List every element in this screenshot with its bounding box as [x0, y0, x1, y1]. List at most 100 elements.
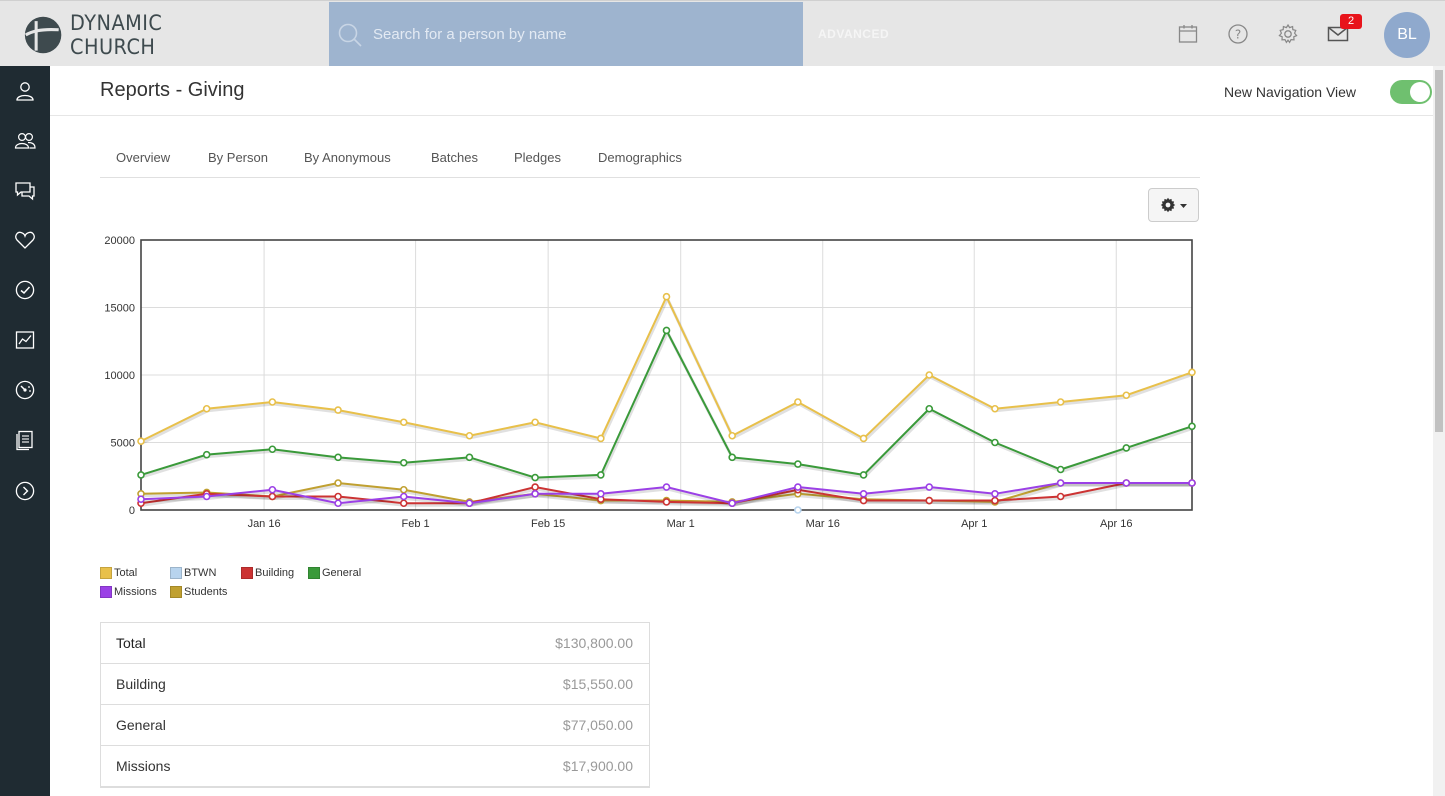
- data-point-students[interactable]: [399, 485, 408, 494]
- help-icon[interactable]: ?: [1227, 23, 1249, 45]
- data-point-general[interactable]: [728, 453, 736, 462]
- data-point-building[interactable]: [859, 496, 868, 505]
- person-search[interactable]: [329, 2, 803, 67]
- tab-pledges[interactable]: Pledges: [514, 150, 561, 165]
- data-point-total[interactable]: [465, 431, 474, 440]
- data-point-building[interactable]: [925, 496, 934, 505]
- calendar-icon[interactable]: [1177, 23, 1199, 45]
- data-point-total[interactable]: [991, 404, 999, 413]
- page-scrollbar[interactable]: [1433, 66, 1445, 796]
- search-input[interactable]: [373, 26, 773, 43]
- church-logo[interactable]: DYNAMIC CHURCH: [24, 11, 244, 59]
- dashboard-gauge-icon[interactable]: [14, 379, 36, 401]
- data-point-total[interactable]: [531, 418, 539, 427]
- data-point-total[interactable]: [728, 431, 736, 440]
- data-point-total[interactable]: [399, 418, 408, 427]
- tab-demographics[interactable]: Demographics: [598, 150, 682, 165]
- data-point-building[interactable]: [662, 498, 671, 506]
- data-point-building[interactable]: [991, 496, 999, 505]
- data-point-missions[interactable]: [728, 499, 736, 508]
- data-point-missions[interactable]: [662, 483, 671, 491]
- checkmark-circle-icon[interactable]: [14, 279, 36, 301]
- data-point-general[interactable]: [1056, 465, 1065, 474]
- scrollbar-thumb[interactable]: [1435, 70, 1443, 432]
- tab-overview[interactable]: Overview: [116, 150, 171, 165]
- data-point-total[interactable]: [268, 398, 277, 406]
- tab-by-anonymous[interactable]: By Anonymous: [304, 150, 391, 165]
- legend-item-total[interactable]: Total: [100, 567, 137, 579]
- mail-icon[interactable]: [1327, 23, 1349, 45]
- legend-item-students[interactable]: Students: [170, 586, 227, 598]
- data-point-missions[interactable]: [465, 499, 474, 508]
- expand-sidebar-icon[interactable]: [14, 480, 36, 502]
- person-icon[interactable]: [14, 80, 36, 102]
- legend-item-general[interactable]: General: [308, 567, 361, 579]
- data-point-btwn[interactable]: [794, 506, 802, 514]
- data-point-missions[interactable]: [1188, 479, 1196, 487]
- chat-icon[interactable]: [14, 180, 36, 202]
- data-point-total[interactable]: [597, 434, 605, 443]
- tab-batches[interactable]: Batches: [431, 150, 478, 165]
- documents-icon[interactable]: [14, 429, 36, 451]
- data-point-building[interactable]: [531, 483, 539, 491]
- data-point-total[interactable]: [1056, 398, 1065, 406]
- data-point-missions[interactable]: [137, 495, 145, 504]
- data-point-missions[interactable]: [531, 489, 539, 498]
- chart-settings-button[interactable]: [1148, 188, 1199, 222]
- data-point-building[interactable]: [334, 492, 342, 501]
- legend-swatch: [308, 567, 320, 579]
- data-point-missions[interactable]: [794, 483, 802, 491]
- data-point-missions[interactable]: [202, 492, 211, 501]
- data-point-general[interactable]: [925, 404, 934, 413]
- new-navigation-view-toggle[interactable]: [1390, 80, 1432, 104]
- legend-item-btwn[interactable]: BTWN: [170, 567, 216, 579]
- legend-item-missions[interactable]: Missions: [100, 586, 157, 598]
- data-point-general[interactable]: [202, 450, 211, 459]
- data-point-total[interactable]: [925, 371, 934, 379]
- legend-item-building[interactable]: Building: [241, 567, 294, 579]
- data-point-missions[interactable]: [859, 489, 868, 498]
- data-point-general[interactable]: [1122, 444, 1131, 452]
- data-point-general[interactable]: [268, 445, 277, 454]
- data-point-general[interactable]: [991, 438, 999, 447]
- data-point-students[interactable]: [334, 479, 342, 487]
- data-point-general[interactable]: [399, 458, 408, 467]
- data-point-missions[interactable]: [334, 499, 342, 508]
- data-point-building[interactable]: [1056, 492, 1065, 501]
- heart-icon[interactable]: [14, 229, 36, 251]
- data-point-general[interactable]: [859, 471, 868, 479]
- data-point-general[interactable]: [794, 460, 802, 468]
- data-point-general[interactable]: [137, 471, 145, 479]
- data-point-missions[interactable]: [268, 485, 277, 494]
- tab-by-person[interactable]: By Person: [208, 150, 268, 165]
- data-point-missions[interactable]: [1122, 479, 1131, 487]
- data-point-general[interactable]: [662, 326, 671, 335]
- data-point-missions[interactable]: [399, 492, 408, 501]
- data-point-missions[interactable]: [925, 483, 934, 491]
- series-line-total: [140, 294, 1193, 443]
- data-point-general[interactable]: [465, 453, 474, 462]
- data-point-total[interactable]: [859, 434, 868, 443]
- data-point-general[interactable]: [597, 471, 605, 479]
- data-point-missions[interactable]: [1056, 479, 1065, 487]
- advanced-search-link[interactable]: ADVANCED: [818, 27, 890, 41]
- data-point-general[interactable]: [334, 453, 342, 462]
- data-point-building[interactable]: [268, 492, 277, 501]
- new-navigation-view-label: New Navigation View: [1224, 84, 1357, 100]
- data-point-total[interactable]: [1188, 368, 1196, 377]
- data-point-missions[interactable]: [991, 489, 999, 498]
- settings-gear-icon[interactable]: [1277, 23, 1299, 45]
- data-point-total[interactable]: [1122, 391, 1131, 400]
- user-avatar[interactable]: BL: [1384, 12, 1430, 58]
- data-point-total[interactable]: [334, 406, 342, 414]
- data-point-general[interactable]: [1188, 422, 1196, 431]
- data-point-building[interactable]: [399, 499, 408, 508]
- data-point-total[interactable]: [137, 437, 145, 445]
- data-point-total[interactable]: [202, 404, 211, 413]
- data-point-total[interactable]: [662, 292, 671, 301]
- groups-icon[interactable]: [14, 130, 36, 152]
- data-point-missions[interactable]: [597, 489, 605, 498]
- data-point-total[interactable]: [794, 398, 802, 406]
- data-point-general[interactable]: [531, 473, 539, 482]
- reports-chart-icon[interactable]: [14, 329, 36, 351]
